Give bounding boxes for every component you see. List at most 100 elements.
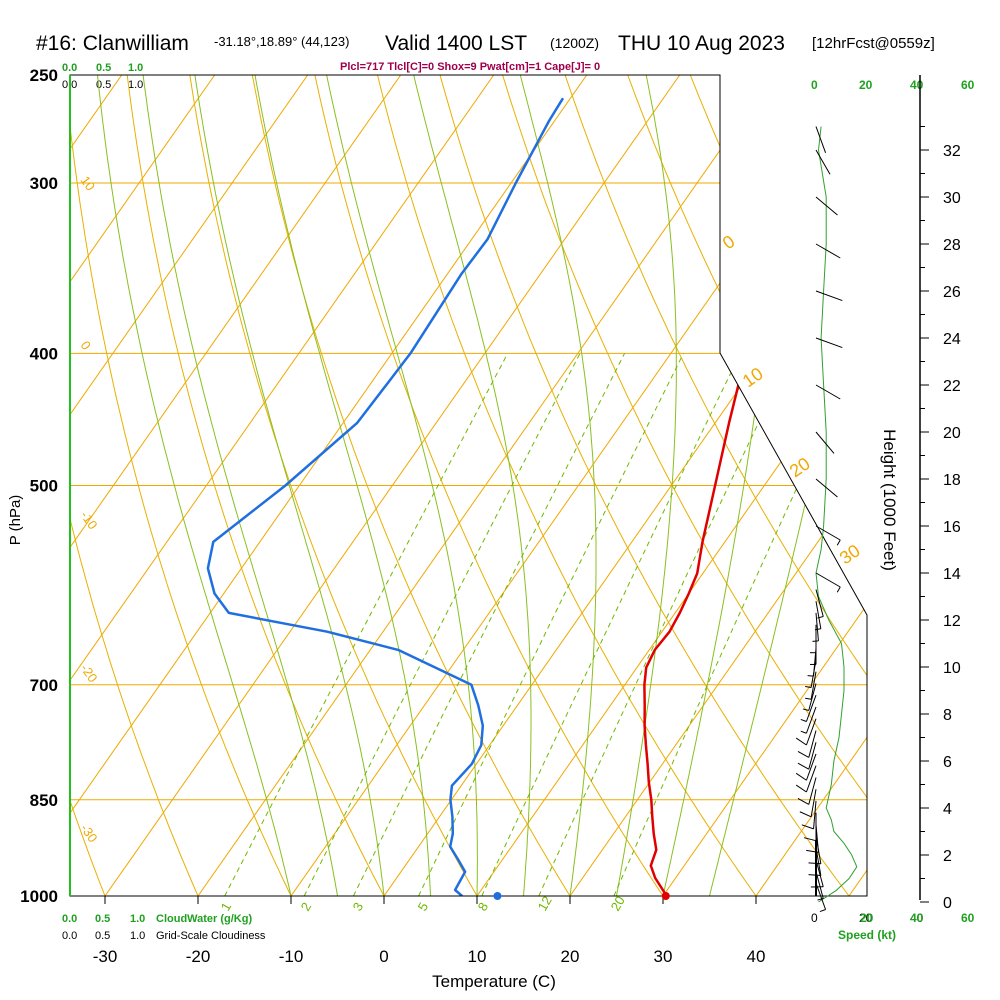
wind-barb-half (805, 697, 812, 700)
wind-barb-flag (806, 849, 819, 853)
surface-markers (493, 892, 670, 900)
wind-barb-staff (808, 777, 817, 805)
x-axis-title: Temperature (C) (432, 972, 556, 991)
cloudiness-tick: 1.0 (130, 930, 145, 942)
dewpoint-profile (206, 97, 565, 896)
wind-barb (815, 589, 824, 619)
moist-adiabat (194, 75, 385, 896)
wind-barb-half (812, 640, 819, 642)
dry-adiabat (251, 75, 571, 896)
wind-barb-flag (808, 874, 821, 877)
wind-barb-flag (797, 798, 809, 805)
adiabat-label: 30 (836, 540, 864, 568)
wind-barb (799, 789, 817, 818)
wind-barb (812, 612, 819, 642)
pressure-tick-label: 250 (30, 66, 58, 85)
wind-barb-flag (803, 837, 817, 842)
x-tick-label: 30 (654, 947, 673, 966)
cloudwater-tick: 1.0 (130, 913, 145, 925)
isotherm--50 (70, 75, 495, 896)
title-utc: (1200Z) (550, 35, 599, 51)
wind-barb (803, 812, 817, 842)
speed-axis-bottom-black: 0 20 40 (811, 911, 924, 925)
x-tick-label: -20 (186, 947, 211, 966)
wind-barb (814, 601, 822, 631)
wind-barb-staff (805, 753, 817, 781)
title-coords: -31.18°,18.89° (44,123) (214, 34, 349, 49)
title-valid: Valid 1400 LST (385, 32, 527, 55)
wind-barb-staff (815, 871, 824, 899)
wind-barb-flag (795, 784, 807, 793)
height-tick-label: 22 (943, 378, 961, 395)
wind-barb (797, 742, 817, 770)
wind-barb-half (807, 675, 814, 677)
speed-axis-top: 0 20 40 60 (811, 78, 975, 92)
wind-barb-staff (810, 671, 817, 700)
wind-barb-flag (801, 824, 814, 830)
wind-barb (802, 683, 817, 711)
isotherm--30 (104, 75, 681, 896)
dry-adiabat (377, 75, 757, 896)
height-tick-label: 18 (943, 472, 961, 489)
mixing-ratio-line (224, 353, 509, 896)
cloudiness-tick: 0.5 (95, 930, 110, 942)
height-tick-label: 32 (943, 143, 961, 160)
wind-barb-half (800, 718, 807, 722)
isotherm-50 (848, 75, 867, 896)
wind-barb-staff (815, 126, 827, 153)
height-tick-label: 6 (943, 754, 952, 771)
isotherm--20 (197, 75, 774, 896)
moist-adiabat (142, 75, 338, 896)
speed-tick: 60 (961, 78, 975, 92)
speed-axis-bottom-green: 20 40 60 Speed (kt) (838, 911, 975, 942)
speed-tick: 40 (910, 911, 924, 925)
wind-barb-staff (815, 601, 822, 629)
wind-barb-flag (795, 737, 807, 746)
mixing-ratio-line (613, 353, 860, 896)
wind-barb-staff (815, 612, 819, 641)
wind-barb (795, 753, 817, 781)
moist-adiabat (254, 75, 431, 896)
wind-barb-staff (815, 337, 843, 349)
mixing-ratio-label: 1 (218, 900, 235, 914)
wind-barb-half (805, 685, 812, 689)
wind-barb-half (814, 628, 821, 631)
x-tick-label: 20 (561, 947, 580, 966)
x-tick-label: 0 (379, 947, 388, 966)
dry-adiabat (70, 75, 106, 896)
wind-barb (795, 718, 817, 746)
isotherm--70 (70, 75, 309, 896)
x-tick-label: -30 (93, 947, 118, 966)
cloudwater-tick: 0.5 (95, 913, 110, 925)
isotherm--60 (70, 75, 402, 896)
wind-barb-staff (808, 730, 817, 758)
wind-barb (795, 765, 817, 793)
mixing-ratio-label: 2 (298, 900, 315, 914)
wind-barb-flag (799, 811, 812, 818)
mixing-ratio-line (418, 353, 684, 896)
cloudiness-tick: 0.5 (96, 79, 111, 91)
cloudwater-tick: 0.0 (62, 913, 77, 925)
speed-tick: 20 (859, 78, 873, 92)
wind-barb-half (836, 539, 841, 546)
height-tick-label: 24 (943, 331, 961, 348)
wind-barb (801, 800, 817, 830)
wind-barb (815, 126, 827, 153)
dry-adiabat (564, 75, 867, 896)
x-tick-label: 40 (747, 947, 766, 966)
wind-barb-staff (805, 765, 817, 793)
dry-adiabat (814, 75, 867, 896)
mixing-ratio-line (481, 353, 741, 896)
wind-barb-staff (815, 431, 835, 454)
isotherm--100 (0, 75, 29, 896)
cloudiness-tick: 0.0 (62, 930, 77, 942)
mixing-ratio-label: 12 (535, 893, 555, 913)
dry-adiabat (314, 75, 664, 896)
mixing-ratio-label: 5 (415, 900, 432, 914)
adiabat-label: 0 (719, 231, 739, 253)
wind-barb-staff (808, 683, 817, 711)
surface-temperature-dot (661, 892, 670, 900)
mixing-ratio-line (538, 353, 793, 896)
wind-barb (800, 695, 817, 722)
